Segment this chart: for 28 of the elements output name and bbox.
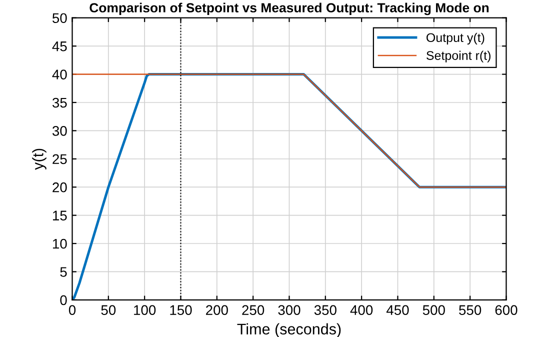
y-tick-label: 0 [60,295,67,306]
y-tick-label: 25 [52,154,67,164]
x-tick-label: 550 [459,305,482,315]
y-tick-label: 20 [52,182,67,192]
y-tick-label: 50 [52,13,67,24]
x-tick-label: 0 [68,305,76,315]
x-tick-label: 450 [386,305,409,315]
x-tick-label: 200 [206,305,228,315]
y-tick-label: 5 [60,267,67,277]
x-tick-label: 600 [495,305,518,315]
y-tick-label: 30 [52,126,67,136]
x-tick-label: 400 [350,305,373,315]
x-tick-label: 350 [314,305,336,315]
y-tick-label: 35 [52,98,67,108]
x-tick-label: 250 [242,305,264,315]
y-axis-title: y(t) [32,148,46,170]
y-tick-label: 40 [52,70,67,80]
x-tick-label: 50 [101,305,116,315]
chart-title: Comparison of Setpoint vs Measured Output: Tracking Mode on [90,2,489,16]
x-tick-label: 150 [170,305,192,315]
x-tick-label: 300 [278,305,300,315]
legend-label: Setpoint r(t) [426,50,490,62]
y-tick-label: 15 [52,210,67,220]
legend-label: Output y(t) [426,32,484,45]
y-tick-label: 10 [52,238,67,249]
y-tick-label: 45 [52,42,67,52]
x-tick-label: 500 [422,305,445,315]
x-tick-label: 100 [134,305,156,315]
